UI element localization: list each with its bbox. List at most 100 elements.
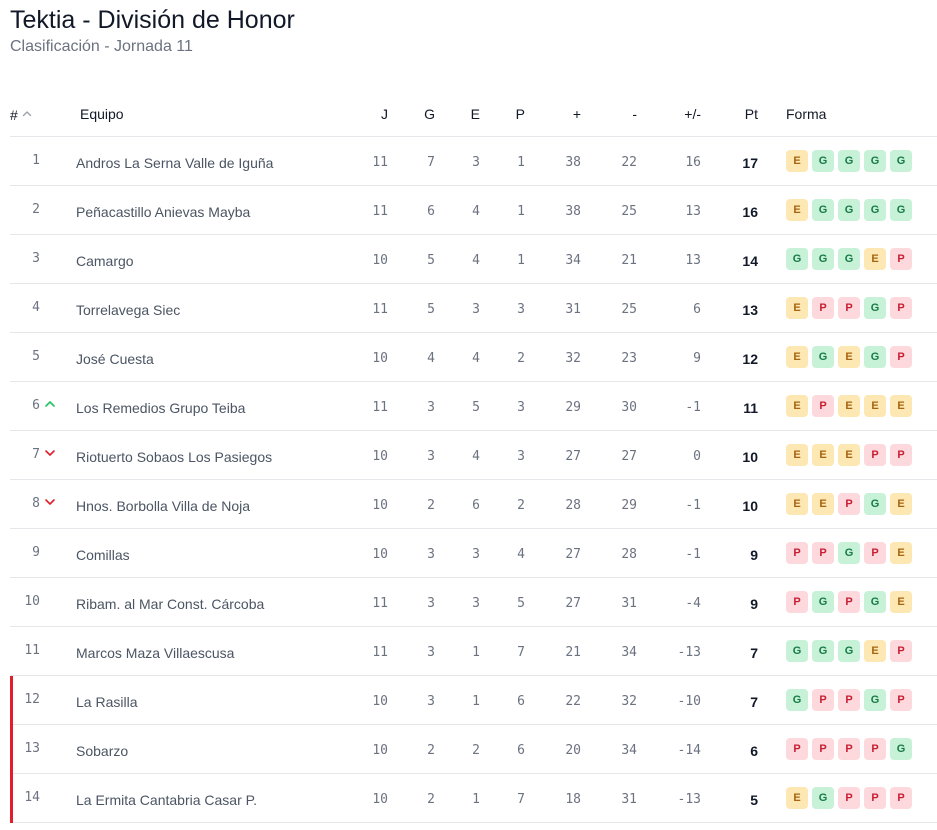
team-name[interactable]: La Rasilla xyxy=(76,694,138,710)
team-name[interactable]: Los Remedios Grupo Teiba xyxy=(76,400,246,416)
column-header-j[interactable]: J xyxy=(381,106,388,122)
table-row[interactable]: 6 Los Remedios Grupo Teiba 11 3 5 3 29 30 -1 11 E P… xyxy=(10,382,937,431)
form-badge: E xyxy=(786,395,808,417)
team-name[interactable]: Sobarzo xyxy=(76,743,129,759)
column-header-pos[interactable]: # xyxy=(10,106,32,123)
table-row[interactable]: 7 Riotuerto Sobaos Los Pasiegos 10 3 4 3 27 27 0… xyxy=(10,431,937,480)
column-header-goal-diff[interactable]: +/- xyxy=(684,106,701,122)
draws-value: 4 xyxy=(472,204,480,219)
team-name[interactable]: Camargo xyxy=(76,253,134,269)
wins-value: 2 xyxy=(427,792,435,807)
team-name[interactable]: Torrelavega Siec xyxy=(76,302,181,318)
table-row[interactable]: 14 La Ermita Cantabria Casar P. 10 2 1 7 18 31 -… xyxy=(10,774,937,823)
losses-value: 1 xyxy=(517,204,525,219)
table-row[interactable]: 13 Sobarzo 10 2 2 6 20 34 -14 6 P P P P G xyxy=(10,725,937,774)
points-value: 17 xyxy=(742,155,758,171)
column-header-team[interactable]: Equipo xyxy=(80,106,124,122)
column-header-p[interactable]: P xyxy=(515,106,525,122)
form-badge: G xyxy=(890,738,912,760)
form-badge: G xyxy=(864,689,886,711)
column-header-goals-for[interactable]: + xyxy=(572,106,581,122)
points-value: 6 xyxy=(750,743,758,759)
team-name[interactable]: José Cuesta xyxy=(76,351,154,367)
losses-value: 4 xyxy=(517,547,525,562)
draws-value: 1 xyxy=(472,694,480,709)
wins-value: 2 xyxy=(427,498,435,513)
table-row[interactable]: 10 Ribam. al Mar Const. Cárcoba 11 3 3 5 27 31 -… xyxy=(10,578,937,627)
column-header-form[interactable]: Forma xyxy=(786,106,827,122)
form-badge: E xyxy=(890,395,912,417)
position-value: 14 xyxy=(24,790,40,805)
form-badge: G xyxy=(864,199,886,221)
team-name[interactable]: Comillas xyxy=(76,547,130,563)
goals-for-value: 21 xyxy=(565,645,581,660)
table-row[interactable]: 4 Torrelavega Siec 11 5 3 3 31 25 6 13 E P P G P xyxy=(10,284,937,333)
goal-diff-value: -1 xyxy=(685,547,701,562)
form-badge: G xyxy=(864,591,886,613)
form-badge: P xyxy=(812,297,834,319)
team-name[interactable]: La Ermita Cantabria Casar P. xyxy=(76,792,258,808)
team-name[interactable]: Andros La Serna Valle de Iguña xyxy=(76,155,274,171)
form-badge: E xyxy=(864,248,886,270)
position-value: 12 xyxy=(24,692,40,707)
form-badge: E xyxy=(786,297,808,319)
form-badge: E xyxy=(864,640,886,662)
position-value: 9 xyxy=(32,545,40,560)
team-name[interactable]: Peñacastillo Anievas Mayba xyxy=(76,204,251,220)
sort-ascending-icon[interactable] xyxy=(22,106,32,117)
table-row[interactable]: 3 Camargo 10 5 4 1 34 21 13 14 G G G E P xyxy=(10,235,937,284)
form-badge: P xyxy=(812,395,834,417)
table-row[interactable]: 12 La Rasilla 10 3 1 6 22 32 -10 7 G P P G P xyxy=(10,676,937,725)
goal-diff-value: -10 xyxy=(677,694,701,709)
losses-value: 6 xyxy=(517,694,525,709)
played-value: 11 xyxy=(372,302,388,317)
form-badge: G xyxy=(812,199,834,221)
goals-against-value: 31 xyxy=(621,792,637,807)
table-row[interactable]: 2 Peñacastillo Anievas Mayba 11 6 4 1 38 25 13 16… xyxy=(10,186,937,235)
goals-against-value: 34 xyxy=(621,743,637,758)
column-header-points[interactable]: Pt xyxy=(744,106,758,122)
draws-value: 3 xyxy=(472,302,480,317)
losses-value: 2 xyxy=(517,351,525,366)
points-value: 11 xyxy=(743,400,758,416)
played-value: 11 xyxy=(372,155,388,170)
form-badge: G xyxy=(812,346,834,368)
form-badge: G xyxy=(812,640,834,662)
points-value: 9 xyxy=(750,547,758,563)
played-value: 10 xyxy=(372,792,388,807)
column-header-g[interactable]: G xyxy=(424,106,435,122)
goals-for-value: 20 xyxy=(565,743,581,758)
goals-for-value: 27 xyxy=(565,596,581,611)
goals-against-value: 31 xyxy=(621,596,637,611)
played-value: 10 xyxy=(372,498,388,513)
form-badge: P xyxy=(890,640,912,662)
position-value: 5 xyxy=(32,349,40,364)
table-row[interactable]: 1 Andros La Serna Valle de Iguña 11 7 3 1 38 22… xyxy=(10,137,937,186)
team-name[interactable]: Hnos. Borbolla Villa de Noja xyxy=(76,498,251,514)
form-badge: G xyxy=(812,787,834,809)
form-badge: P xyxy=(812,542,834,564)
draws-value: 4 xyxy=(472,253,480,268)
wins-value: 7 xyxy=(427,155,435,170)
team-name[interactable]: Riotuerto Sobaos Los Pasiegos xyxy=(76,449,273,465)
column-header-e[interactable]: E xyxy=(470,106,480,122)
table-row[interactable]: 5 José Cuesta 10 4 4 2 32 23 9 12 E G E G P xyxy=(10,333,937,382)
form-badge: E xyxy=(890,493,912,515)
points-value: 16 xyxy=(742,204,758,220)
column-header-goals-against[interactable]: - xyxy=(632,106,637,122)
form-badge: E xyxy=(786,199,808,221)
table-row[interactable]: 11 Marcos Maza Villaescusa 11 3 1 7 21 34 -13 7 G G… xyxy=(10,627,937,676)
form-badge: G xyxy=(864,493,886,515)
table-row[interactable]: 9 Comillas 10 3 3 4 27 28 -1 9 P P G P E xyxy=(10,529,937,578)
position-value: 4 xyxy=(32,300,40,315)
team-name[interactable]: Marcos Maza Villaescusa xyxy=(76,645,235,661)
position-value: 7 xyxy=(32,447,40,462)
form-badge: P xyxy=(786,542,808,564)
team-name[interactable]: Ribam. al Mar Const. Cárcoba xyxy=(76,596,265,612)
table-row[interactable]: 8 Hnos. Borbolla Villa de Noja 10 2 6 2 28 29 -1… xyxy=(10,480,937,529)
